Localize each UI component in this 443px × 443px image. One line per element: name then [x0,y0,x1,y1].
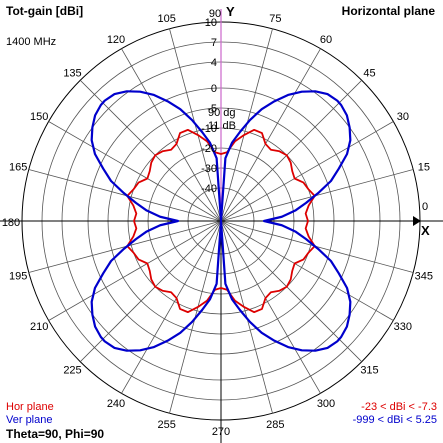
radial-tick-label: -30 [201,163,217,175]
radial-tick-label: -20 [201,143,217,155]
series-line-ver [90,90,352,352]
angle-tick-label: 45 [363,68,375,80]
angle-tick-label: 345 [415,270,433,282]
legend-hor-range: -23 < dBi < -7.3 [361,401,437,413]
angle-tick-label: 105 [157,13,175,25]
legend-hor-label: Hor plane [6,401,54,413]
chart-title: Tot-gain [dBi] [6,4,84,18]
radial-tick-labels: 10 7 4 0 -5 -10 -20 -30 -40 [201,17,217,195]
angle-tick-label: 240 [107,398,125,410]
radial-tick-label: -5 [207,103,217,115]
angle-tick-label: 135 [63,68,81,80]
plane-label: Horizontal plane [341,4,435,18]
angle-tick-label: 30 [397,111,409,123]
angle-tick-label: 270 [212,426,230,438]
x-axis-arrow [413,216,421,226]
radial-tick-label: -40 [201,183,217,195]
angle-tick-label: 165 [9,162,27,174]
angle-tick-label: 75 [269,13,281,25]
grid-spoke-30 [220,121,394,222]
angle-tick-label: 285 [266,419,284,431]
angle-tick-label: 90 [209,8,221,20]
angle-tick-label: 150 [30,111,48,123]
scale-label: 11 dB [208,120,236,132]
series-line-hor [126,128,316,314]
frequency-label: 1400 MHz [6,36,57,48]
radial-tick-label: 10 [205,17,217,29]
radial-tick-label: 4 [211,57,217,69]
angle-tick-label: 15 [418,162,430,174]
grid-spoke-60 [220,48,321,222]
angle-tick-labels: 90 75604530150345330315300285270255240225… [2,8,433,438]
footer-angles: Theta=90, Phi=90 [6,427,105,441]
grid-spoke-45 [220,80,362,222]
angle-tick-label: 0 [422,201,428,213]
y-axis-marker: Y [226,4,235,19]
radial-tick-label: -10 [201,123,217,135]
angle-tick-label: 330 [394,321,412,333]
grid-spoke-120 [121,48,222,222]
angle-tick-label: 300 [317,398,335,410]
legend-ver-label: Ver plane [6,414,53,426]
direction-label: 90 dg [208,107,236,119]
legend-ver-range: -999 < dBi < 5.25 [352,414,437,426]
angle-tick-label: 315 [360,364,378,376]
grid-spoke-315 [220,220,362,362]
angle-tick-label: 60 [320,34,332,46]
radial-tick-label: 0 [211,83,217,95]
grid-spoke-210 [48,220,222,321]
angle-tick-label: 180 [2,217,20,229]
grid-spoke-150 [48,121,222,222]
x-axis-marker: X [421,223,430,238]
angle-tick-label: 255 [157,419,175,431]
angle-tick-label: 120 [107,34,125,46]
radial-tick-label: 7 [211,37,217,49]
angle-tick-label: 225 [63,364,81,376]
grid-spoke-135 [80,80,222,222]
grid-spoke-225 [80,220,222,362]
angle-tick-label: 210 [30,321,48,333]
series-layer [90,90,352,352]
grid-spoke-240 [121,220,222,394]
grid-spoke-300 [220,220,321,394]
angle-tick-label: 195 [9,270,27,282]
grid-spoke-330 [220,220,394,321]
